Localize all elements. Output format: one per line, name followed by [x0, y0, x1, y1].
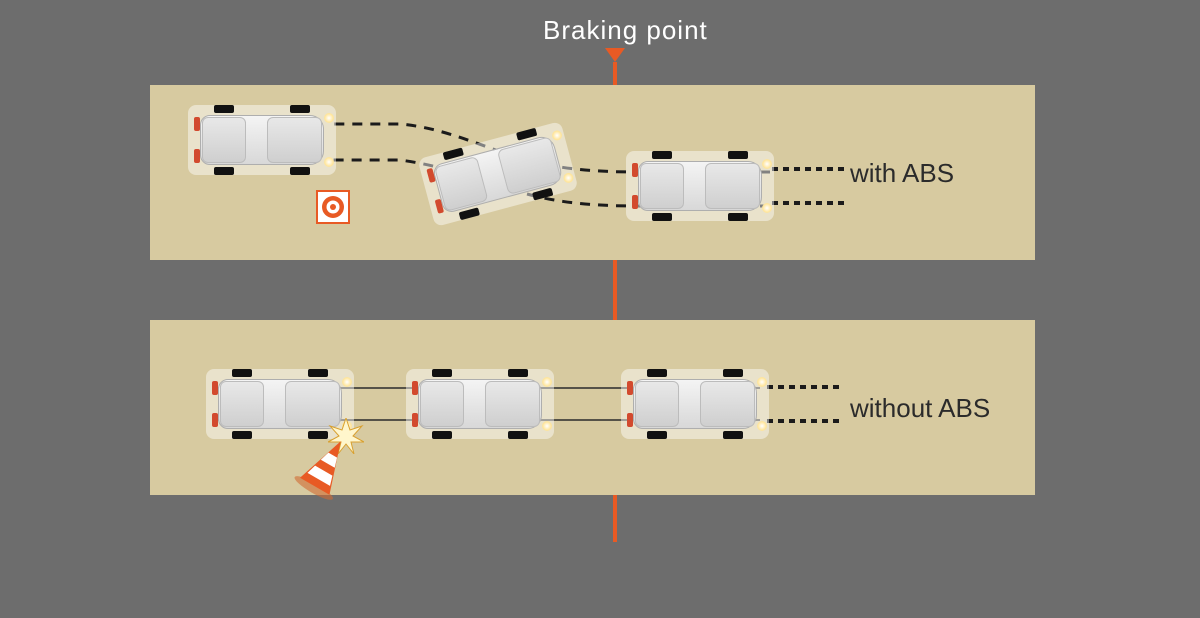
- diagram-stage: Braking point with ABS without ABS: [0, 0, 1200, 618]
- traffic-cone-top-icon: [316, 190, 350, 224]
- car-bot-mid: [410, 373, 550, 435]
- car-top-right: [630, 155, 770, 217]
- path-overlay: [0, 0, 1200, 618]
- car-top-left: [192, 109, 332, 171]
- car-bot-right: [625, 373, 765, 435]
